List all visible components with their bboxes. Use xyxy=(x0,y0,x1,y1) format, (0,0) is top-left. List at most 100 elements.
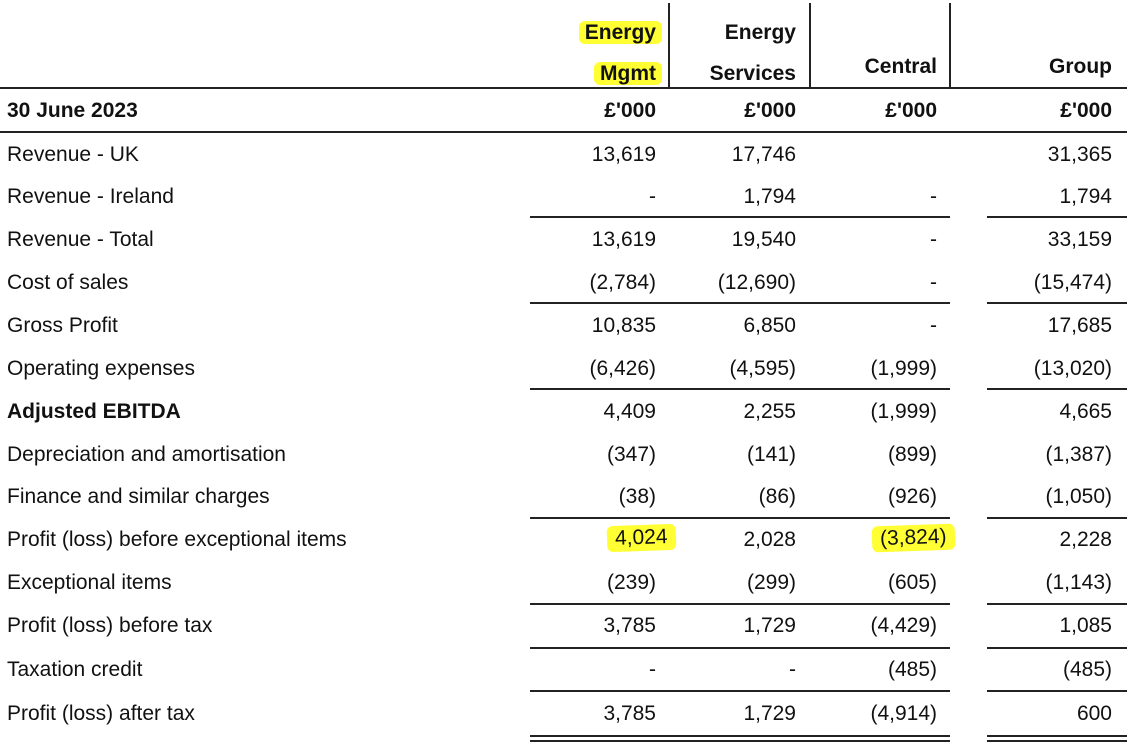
cell-energy-mgmt: (38) xyxy=(618,485,656,508)
subtotal-rule xyxy=(987,216,1127,218)
cell-group: (485) xyxy=(1062,658,1112,681)
cell-energy-services: 2,028 xyxy=(743,528,796,551)
cell-group: (1,050) xyxy=(1045,485,1112,508)
cell-central: - xyxy=(930,271,937,294)
table-row: Finance and similar charges (38) (86) (9… xyxy=(0,482,1141,512)
period-label: 30 June 2023 xyxy=(7,99,138,122)
cell-central: (926) xyxy=(887,485,937,508)
subtotal-rule xyxy=(530,388,950,390)
cell-group: 600 xyxy=(1076,702,1112,725)
cell-energy-services: 6,850 xyxy=(743,314,796,337)
header-central: Central xyxy=(864,55,937,78)
cell-energy-services: 17,746 xyxy=(731,143,796,166)
subtotal-rule xyxy=(530,216,950,218)
subtotal-rule xyxy=(987,603,1127,605)
row-label: Revenue - Total xyxy=(7,228,154,251)
cell-central: - xyxy=(930,185,937,208)
row-label: Operating expenses xyxy=(7,357,195,380)
cell-central: (3,824) xyxy=(872,523,956,553)
cell-energy-services: 19,540 xyxy=(731,228,796,251)
cell-energy-services: 1,794 xyxy=(743,185,796,208)
subtotal-rule xyxy=(987,690,1127,692)
total-double-rule-top xyxy=(987,735,1127,737)
row-label: Adjusted EBITDA xyxy=(7,400,181,423)
subtotal-rule xyxy=(987,517,1127,519)
cell-central: (605) xyxy=(887,571,937,594)
subtotal-rule xyxy=(987,647,1127,649)
table-row: Profit (loss) before exceptional items 4… xyxy=(0,523,1141,555)
subtotal-rule xyxy=(987,302,1127,304)
highlighted-value: 4,024 xyxy=(607,523,677,553)
cell-energy-services: 2,255 xyxy=(743,400,796,423)
subtotal-rule xyxy=(530,603,950,605)
cell-group: (15,474) xyxy=(1033,271,1112,294)
table-row: Cost of sales (2,784) (12,690) - (15,474… xyxy=(0,268,1141,298)
cell-energy-services: 1,729 xyxy=(743,702,796,725)
cell-group: 1,794 xyxy=(1059,185,1112,208)
row-label: Exceptional items xyxy=(7,571,172,594)
cell-energy-mgmt: 3,785 xyxy=(603,614,656,637)
cell-energy-mgmt: (6,426) xyxy=(589,357,656,380)
cell-energy-services: (299) xyxy=(746,571,796,594)
cell-group: 17,685 xyxy=(1047,314,1112,337)
cell-energy-mgmt: (239) xyxy=(606,571,656,594)
subtotal-rule xyxy=(530,690,950,692)
table-row: Gross Profit 10,835 6,850 - 17,685 xyxy=(0,311,1141,341)
header-energy-mgmt-line1: Energy xyxy=(578,21,662,44)
cell-energy-mgmt: 13,619 xyxy=(591,143,656,166)
cell-group: 31,365 xyxy=(1047,143,1112,166)
cell-energy-mgmt: 3,785 xyxy=(603,702,656,725)
header-energy-mgmt-line2: Mgmt xyxy=(594,62,662,85)
table-row: Operating expenses (6,426) (4,595) (1,99… xyxy=(0,354,1141,384)
header-energy-services: Energy Services xyxy=(710,12,796,94)
table-row: Profit (loss) after tax 3,785 1,729 (4,9… xyxy=(0,699,1141,729)
unit-c1: £'000 xyxy=(604,99,656,122)
table-row: Revenue - Ireland - 1,794 - 1,794 xyxy=(0,182,1141,212)
header-divider-2 xyxy=(809,3,811,87)
row-label: Cost of sales xyxy=(7,271,129,294)
cell-energy-mgmt: - xyxy=(649,658,656,681)
unit-c2: £'000 xyxy=(744,99,796,122)
cell-central: (1,999) xyxy=(870,357,937,380)
subtotal-rule xyxy=(530,517,950,519)
header-energy-mgmt: Energy Mgmt xyxy=(578,12,662,94)
header-energy-services-line2: Services xyxy=(709,62,796,85)
cell-group: 33,159 xyxy=(1047,228,1112,251)
units-rule xyxy=(0,131,1127,133)
table-row: Profit (loss) before tax 3,785 1,729 (4,… xyxy=(0,611,1141,641)
total-double-rule-bottom xyxy=(530,740,950,742)
row-label: Taxation credit xyxy=(7,658,143,681)
header-group: Group xyxy=(1049,55,1112,78)
table-row: Revenue - Total 13,619 19,540 - 33,159 xyxy=(0,225,1141,255)
cell-central: - xyxy=(930,314,937,337)
header-divider-3 xyxy=(949,3,951,87)
cell-energy-mgmt: 13,619 xyxy=(591,228,656,251)
subtotal-rule xyxy=(530,302,950,304)
cell-central: (899) xyxy=(887,443,937,466)
cell-central: (4,429) xyxy=(870,614,937,637)
cell-energy-mgmt: - xyxy=(649,185,656,208)
row-label: Revenue - UK xyxy=(7,143,139,166)
cell-group: (13,020) xyxy=(1033,357,1112,380)
table-row: Exceptional items (239) (299) (605) (1,1… xyxy=(0,568,1141,598)
table-row: Revenue - UK 13,619 17,746 31,365 xyxy=(0,140,1141,170)
cell-group: (1,143) xyxy=(1045,571,1112,594)
table-row: Depreciation and amortisation (347) (141… xyxy=(0,440,1141,470)
subtotal-rule xyxy=(987,388,1127,390)
unit-c3: £'000 xyxy=(885,99,937,122)
cell-central: (485) xyxy=(887,658,937,681)
cell-energy-mgmt: 4,409 xyxy=(603,400,656,423)
row-label: Depreciation and amortisation xyxy=(7,443,286,466)
table-row: Adjusted EBITDA 4,409 2,255 (1,999) 4,66… xyxy=(0,397,1141,427)
cell-group: (1,387) xyxy=(1045,443,1112,466)
units-row: 30 June 2023 £'000 £'000 £'000 £'000 xyxy=(0,96,1141,126)
cell-group: 2,228 xyxy=(1059,528,1112,551)
row-label: Revenue - Ireland xyxy=(7,185,174,208)
cell-energy-services: (141) xyxy=(746,443,796,466)
row-label: Profit (loss) before exceptional items xyxy=(7,528,347,551)
row-label: Finance and similar charges xyxy=(7,485,270,508)
header-divider-1 xyxy=(668,3,670,87)
row-label: Gross Profit xyxy=(7,314,118,337)
header-rule xyxy=(0,87,1127,89)
total-double-rule-top xyxy=(530,735,950,737)
